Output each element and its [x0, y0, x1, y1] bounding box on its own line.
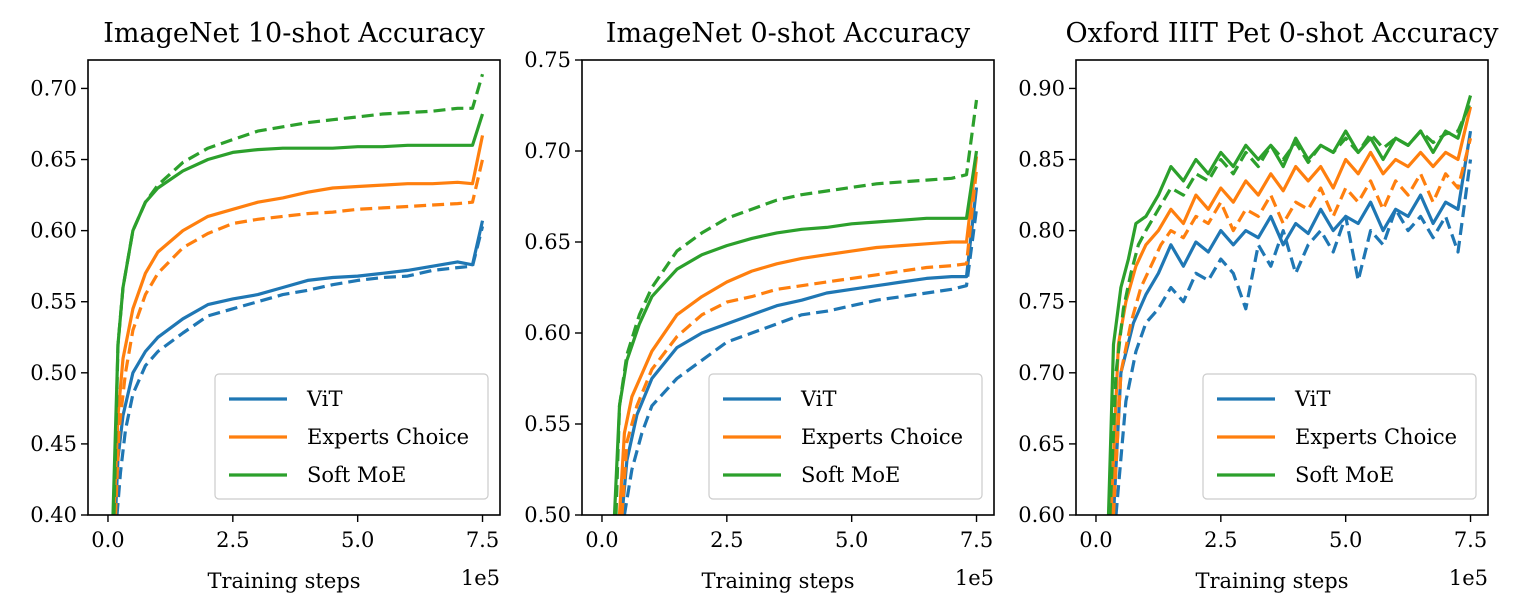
y-tick-label: 0.80 [1018, 219, 1065, 243]
y-tick-label: 0.70 [524, 139, 571, 163]
y-tick-label: 0.75 [1018, 290, 1065, 314]
x-scale-label: 1e5 [955, 566, 994, 590]
plot-frame [1075, 59, 1489, 516]
legend: ViT Experts Choice Soft MoE [214, 373, 489, 500]
legend-box [1202, 373, 1477, 500]
y-tick-label: 0.75 [524, 48, 571, 72]
y-tick-label: 0.85 [1018, 148, 1065, 172]
series-line-vit-dashed [1114, 159, 1473, 515]
x-tick-label: 0.0 [91, 528, 124, 552]
x-axis-label: Training steps [1195, 569, 1348, 593]
legend-entry-label: ViT [1294, 387, 1331, 411]
legend: ViT Experts Choice Soft MoE [1202, 373, 1477, 500]
series-line-vit-dashed [622, 208, 979, 515]
series-line-soft-moe-dashed [112, 73, 485, 515]
x-tick-label: 0.0 [1079, 528, 1112, 552]
y-tick-label: 0.65 [30, 148, 77, 172]
series-line-vit-solid [1111, 130, 1473, 515]
series-group [1106, 95, 1473, 515]
x-tick-label: 5.0 [835, 528, 868, 552]
series-group [111, 73, 485, 515]
chart-title: ImageNet 0-shot Accuracy [606, 18, 971, 49]
series-line-experts-choice-dashed [620, 169, 979, 515]
x-tick-label: 0.0 [585, 528, 618, 552]
x-tick-label: 7.5 [466, 528, 499, 552]
legend-entry-label: Experts Choice [801, 425, 963, 449]
x-tick-label: 7.5 [960, 528, 993, 552]
plot-frame [87, 59, 501, 516]
series-line-experts-choice-solid [1109, 106, 1473, 515]
y-tick-label: 0.65 [1018, 432, 1065, 456]
plot-frame [581, 59, 995, 516]
y-tick-label: 0.55 [524, 412, 571, 436]
series-line-vit-dashed [115, 226, 485, 515]
chart-panel-3: Oxford IIIT Pet 0-shot Accuracy 0.60 0.65 0… [1018, 18, 1499, 593]
y-tick-label: 0.60 [1018, 503, 1065, 527]
y-tick-label: 0.70 [1018, 361, 1065, 385]
x-tick-label: 2.5 [216, 528, 249, 552]
legend-entry-label: Experts Choice [307, 425, 469, 449]
series-line-vit-solid [620, 187, 979, 515]
series-line-soft-moe-dashed [1108, 102, 1472, 515]
series-line-experts-choice-solid [112, 135, 485, 515]
legend-box [708, 373, 983, 500]
y-tick-label: 0.70 [30, 76, 77, 100]
chart-title: ImageNet 10-shot Accuracy [103, 18, 485, 49]
series-line-soft-moe-dashed [614, 99, 979, 515]
y-tick-label: 0.50 [524, 503, 571, 527]
x-scale-label: 1e5 [461, 566, 500, 590]
chart-panel-1: ImageNet 10-shot Accuracy 0.40 0.45 0.50 0.5… [30, 18, 501, 593]
legend-entry-label: ViT [800, 387, 837, 411]
x-tick-label: 5.0 [1329, 528, 1362, 552]
series-line-vit-solid [113, 220, 485, 515]
y-tick-label: 0.55 [30, 290, 77, 314]
chart-title: Oxford IIIT Pet 0-shot Accuracy [1065, 18, 1499, 49]
legend-entry-label: Soft MoE [801, 463, 900, 487]
x-scale-label: 1e5 [1449, 566, 1488, 590]
legend-entry-label: Soft MoE [1295, 463, 1394, 487]
legend-entry-label: Experts Choice [1295, 425, 1457, 449]
chart-panel-2: ImageNet 0-shot Accuracy 0.50 0.55 0.60 0.65… [524, 18, 995, 593]
x-tick-label: 7.5 [1454, 528, 1487, 552]
series-line-experts-choice-solid [617, 156, 979, 515]
y-tick-label: 0.60 [524, 321, 571, 345]
y-tick-label: 0.65 [524, 230, 571, 254]
series-group [612, 99, 979, 515]
x-tick-label: 5.0 [341, 528, 374, 552]
legend-box [214, 373, 489, 500]
legend: ViT Experts Choice Soft MoE [708, 373, 983, 500]
legend-entry-label: Soft MoE [307, 463, 406, 487]
series-line-experts-choice-dashed [1111, 137, 1473, 515]
x-tick-label: 2.5 [1204, 528, 1237, 552]
series-line-soft-moe-solid [612, 150, 979, 515]
y-tick-label: 0.45 [30, 432, 77, 456]
x-axis-label: Training steps [701, 569, 854, 593]
y-tick-label: 0.60 [30, 219, 77, 243]
legend-entry-label: ViT [306, 387, 343, 411]
y-tick-label: 0.50 [30, 361, 77, 385]
x-tick-label: 2.5 [710, 528, 743, 552]
x-axis-label: Training steps [207, 569, 360, 593]
y-tick-label: 0.40 [30, 503, 77, 527]
y-tick-label: 0.90 [1018, 76, 1065, 100]
